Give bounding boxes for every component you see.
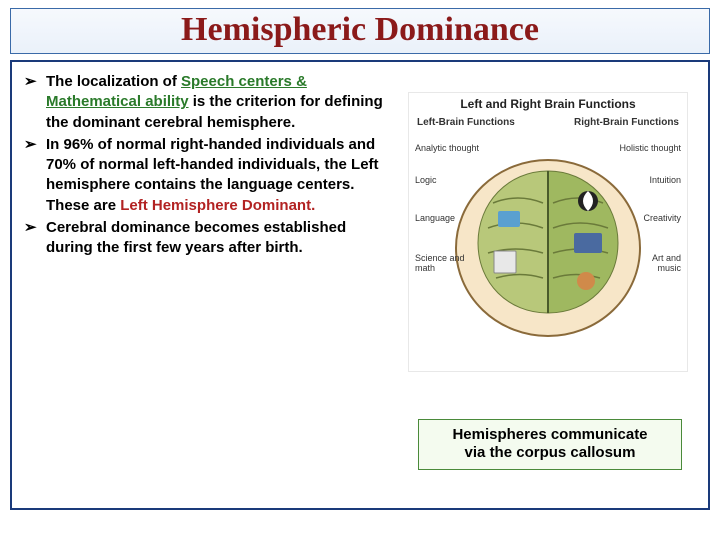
bullet-item: ➢Cerebral dominance becomes established … bbox=[24, 218, 396, 259]
right-label-2: Creativity bbox=[643, 213, 681, 223]
bullet-list: ➢The localization of Speech centers & Ma… bbox=[24, 72, 396, 258]
left-brain-header: Left-Brain Functions bbox=[417, 117, 515, 128]
left-label-2: Language bbox=[415, 213, 455, 223]
right-label-1: Intuition bbox=[649, 175, 681, 185]
diagram-body: Left-Brain Functions Right-Brain Functio… bbox=[409, 113, 687, 363]
page-title: Hemispheric Dominance bbox=[181, 11, 539, 48]
bullet-item: ➢In 96% of normal right-handed individua… bbox=[24, 135, 396, 216]
left-label-1: Logic bbox=[415, 175, 437, 185]
left-label-0: Analytic thought bbox=[415, 143, 479, 153]
bullet-text: The localization of Speech centers & Mat… bbox=[46, 72, 396, 133]
content-box: ➢The localization of Speech centers & Ma… bbox=[10, 60, 710, 510]
left-label-3: Science and math bbox=[415, 253, 465, 273]
bullet-text: In 96% of normal right-handed individual… bbox=[46, 135, 396, 216]
bullet-arrow-icon: ➢ bbox=[24, 135, 46, 216]
caption-line-1: Hemispheres communicate bbox=[423, 426, 677, 445]
right-brain-header: Right-Brain Functions bbox=[574, 117, 679, 128]
right-label-3: Art and music bbox=[631, 253, 681, 273]
caption-box: Hemispheres communicate via the corpus c… bbox=[418, 419, 682, 471]
diagram-title: Left and Right Brain Functions bbox=[409, 93, 687, 113]
bullet-text: Cerebral dominance becomes established d… bbox=[46, 218, 396, 259]
right-label-0: Holistic thought bbox=[619, 143, 681, 153]
title-bar: Hemispheric Dominance bbox=[10, 8, 710, 54]
caption-line-2: via the corpus callosum bbox=[423, 444, 677, 463]
brain-diagram: Left and Right Brain Functions Left-Brai… bbox=[408, 92, 688, 372]
bullet-item: ➢The localization of Speech centers & Ma… bbox=[24, 72, 396, 133]
bullet-arrow-icon: ➢ bbox=[24, 72, 46, 133]
brain-icon bbox=[448, 133, 648, 343]
bullet-arrow-icon: ➢ bbox=[24, 218, 46, 259]
